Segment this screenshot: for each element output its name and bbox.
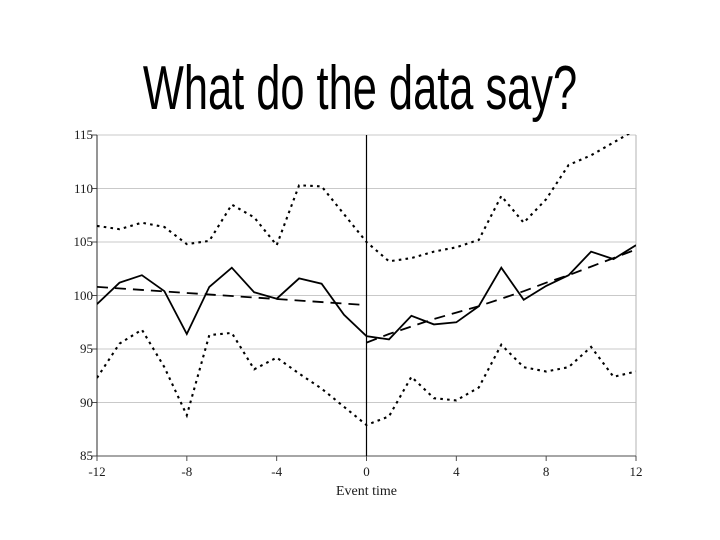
- y-tick-label: 110: [73, 180, 93, 196]
- x-tick-label: -8: [181, 464, 193, 479]
- series-lower-band: [97, 328, 636, 427]
- x-tick-label: -12: [88, 464, 106, 479]
- series-pre-trend: [97, 286, 367, 306]
- series-post-trend: [366, 248, 636, 344]
- series-upper-band: [97, 134, 631, 263]
- slide-title: What do the data say?: [142, 54, 578, 123]
- y-tick-label: 90: [80, 394, 93, 410]
- x-tick-label: 4: [453, 464, 460, 479]
- y-tick-label: 95: [80, 341, 93, 356]
- x-tick-label: -4: [271, 464, 283, 479]
- x-tick-label: 8: [542, 464, 550, 479]
- series-outcome: [97, 244, 636, 341]
- y-tick-label: 115: [73, 127, 93, 142]
- x-tick-label: 12: [629, 464, 643, 479]
- x-tick-label: 0: [363, 464, 370, 479]
- y-tick-label: 100: [73, 287, 94, 303]
- y-tick-label: 105: [73, 234, 94, 249]
- y-tick-label: 85: [80, 448, 93, 463]
- x-axis-title: Event time: [335, 484, 398, 499]
